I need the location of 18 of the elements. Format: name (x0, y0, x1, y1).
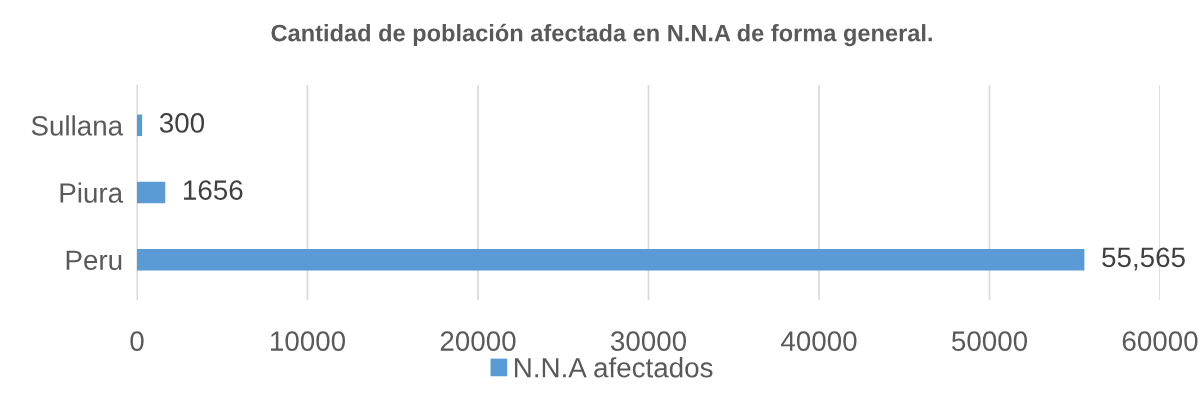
x-tick-label: 50000 (951, 331, 1028, 351)
chart-title: Cantidad de población afectada en N.N.A de forma general. (271, 23, 932, 47)
y-tick-label: Sullana (31, 115, 124, 136)
data-label: 55,565 (1102, 247, 1185, 271)
legend-label: N.N.A afectados (515, 357, 713, 378)
x-tick-label: 10000 (271, 331, 346, 351)
y-tick-label: Piura (60, 182, 124, 203)
x-tick-label: 0 (130, 331, 144, 351)
x-tick-label: 40000 (781, 331, 857, 351)
bar (137, 114, 143, 137)
x-tick-label: 20000 (440, 331, 516, 351)
data-label: 1656 (184, 180, 243, 200)
x-tick-label: 30000 (610, 331, 687, 351)
data-label: 300 (159, 113, 205, 133)
x-tick-label: 60000 (1122, 331, 1198, 351)
bar (137, 248, 1085, 271)
bar (137, 181, 166, 204)
y-tick-label: Peru (66, 250, 122, 271)
